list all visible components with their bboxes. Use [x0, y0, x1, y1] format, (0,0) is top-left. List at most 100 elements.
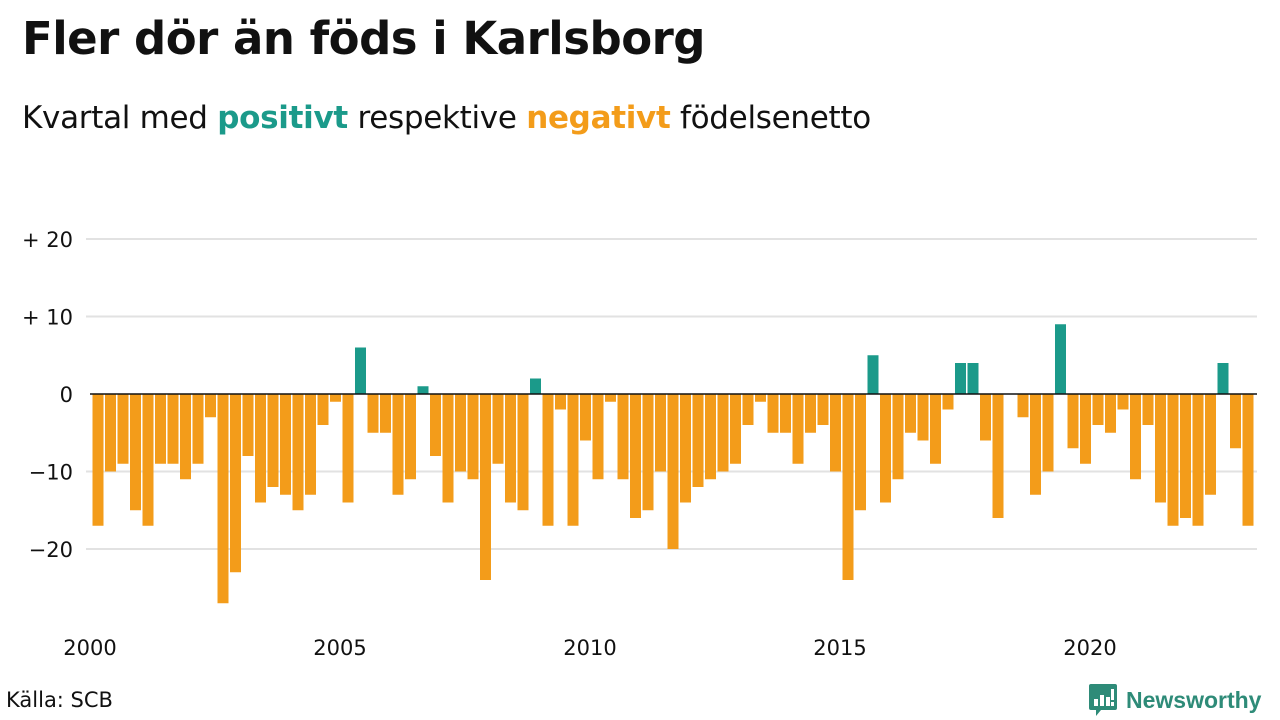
y-axis-labels: + 20 + 10 0 −10 −20 [22, 228, 73, 562]
bar-2006Q3 [417, 386, 429, 394]
bar-2002Q1 [192, 394, 204, 464]
bar-2021Q4 [1180, 394, 1191, 518]
bar-2017Q1 [942, 394, 954, 410]
bar-2001Q4 [180, 394, 191, 480]
bar-2005Q1 [342, 394, 354, 503]
bar-2018Q1 [992, 394, 1004, 518]
bar-2004Q1 [292, 394, 304, 511]
bar-2018Q3 [1017, 394, 1029, 418]
bar-2012Q4 [730, 394, 741, 464]
subtitle-negative-word: negativt [526, 100, 671, 136]
bar-2003Q1 [242, 394, 254, 456]
bar-2013Q1 [742, 394, 754, 425]
subtitle-suffix: födelsenetto [670, 100, 871, 136]
source-note: Källa: SCB [6, 688, 113, 712]
brand-logo: Newsworthy [1088, 683, 1261, 717]
bar-2000Q3 [117, 394, 129, 464]
chart-subtitle: Kvartal med positivt respektive negativt… [22, 100, 871, 136]
bar-2006Q1 [392, 394, 404, 495]
bar-2012Q3 [717, 394, 729, 472]
bar-2015Q4 [880, 394, 891, 503]
bar-2014Q3 [817, 394, 829, 425]
bar-2008Q3 [517, 394, 529, 511]
bar-2015Q2 [855, 394, 866, 511]
subtitle-prefix: Kvartal med [22, 100, 218, 136]
bar-2007Q1 [442, 394, 454, 503]
bar-2002Q4 [230, 394, 241, 573]
bar-2016Q2 [905, 394, 916, 433]
bar-2010Q3 [617, 394, 629, 480]
bar-2016Q1 [892, 394, 904, 480]
bar-2002Q3 [217, 394, 229, 604]
bar-2015Q1 [842, 394, 854, 580]
bar-2004Q3 [317, 394, 329, 425]
bar-2019Q1 [1042, 394, 1054, 472]
bar-2021Q3 [1167, 394, 1179, 526]
bar-2011Q1 [642, 394, 654, 511]
bar-2021Q1 [1142, 394, 1154, 425]
bar-2019Q3 [1067, 394, 1079, 449]
bar-2017Q4 [980, 394, 991, 441]
bar-2009Q3 [567, 394, 579, 526]
bar-2011Q4 [680, 394, 691, 503]
bar-2003Q4 [280, 394, 291, 495]
bar-2011Q2 [655, 394, 666, 472]
bar-2013Q3 [767, 394, 779, 433]
bar-2022Q4 [1230, 394, 1241, 449]
bar-2004Q4 [330, 394, 341, 402]
bar-2014Q2 [805, 394, 816, 433]
bar-2018Q4 [1030, 394, 1041, 495]
bar-2008Q1 [492, 394, 504, 464]
bar-2019Q4 [1080, 394, 1091, 464]
x-tick-label: 2000 [63, 636, 116, 660]
bar-2022Q1 [1192, 394, 1204, 526]
x-tick-label: 2005 [313, 636, 366, 660]
bar-2002Q2 [205, 394, 216, 418]
bar-2001Q2 [155, 394, 166, 464]
x-tick-label: 2015 [813, 636, 866, 660]
bar-2003Q3 [267, 394, 279, 487]
bar-2000Q1 [92, 394, 104, 526]
bar-2009Q1 [542, 394, 554, 526]
bar-2014Q1 [792, 394, 804, 464]
bar-2001Q3 [167, 394, 179, 464]
bar-2010Q2 [605, 394, 616, 402]
bar-2020Q2 [1105, 394, 1116, 433]
bar-2019Q2 [1055, 324, 1066, 394]
bar-2020Q4 [1130, 394, 1141, 480]
bar-2007Q3 [467, 394, 479, 480]
y-tick-label: + 20 [22, 228, 73, 252]
x-tick-label: 2010 [563, 636, 616, 660]
bar-2006Q4 [430, 394, 441, 456]
bar-2020Q1 [1092, 394, 1104, 425]
bar-2016Q3 [917, 394, 929, 441]
bar-2006Q2 [405, 394, 416, 480]
bar-2010Q4 [630, 394, 641, 518]
bar-2022Q3 [1217, 363, 1229, 394]
y-tick-label: −20 [29, 538, 73, 562]
subtitle-positive-word: positivt [217, 100, 348, 136]
bar-2017Q2 [955, 363, 966, 394]
bar-2016Q4 [930, 394, 941, 464]
y-tick-label: 0 [60, 383, 73, 407]
subtitle-middle: respektive [347, 100, 527, 136]
bar-2005Q3 [367, 394, 379, 433]
brand-name: Newsworthy [1126, 686, 1262, 713]
bar-2007Q4 [480, 394, 491, 580]
x-tick-label: 2020 [1063, 636, 1116, 660]
bar-chart-speech-bubble-icon [1089, 684, 1117, 716]
bar-2005Q4 [380, 394, 391, 433]
x-axis-labels: 2000 2005 2010 2015 2020 [63, 636, 1116, 660]
bar-2000Q4 [130, 394, 141, 511]
bar-2021Q2 [1155, 394, 1166, 503]
bar-2011Q3 [667, 394, 679, 549]
bar-2009Q4 [580, 394, 591, 441]
bar-2004Q2 [305, 394, 316, 495]
bar-2014Q4 [830, 394, 841, 472]
bar-2007Q2 [455, 394, 466, 472]
bar-2023Q1 [1242, 394, 1254, 526]
y-tick-label: −10 [29, 461, 73, 485]
bar-2013Q4 [780, 394, 791, 433]
bar-2022Q2 [1205, 394, 1216, 495]
